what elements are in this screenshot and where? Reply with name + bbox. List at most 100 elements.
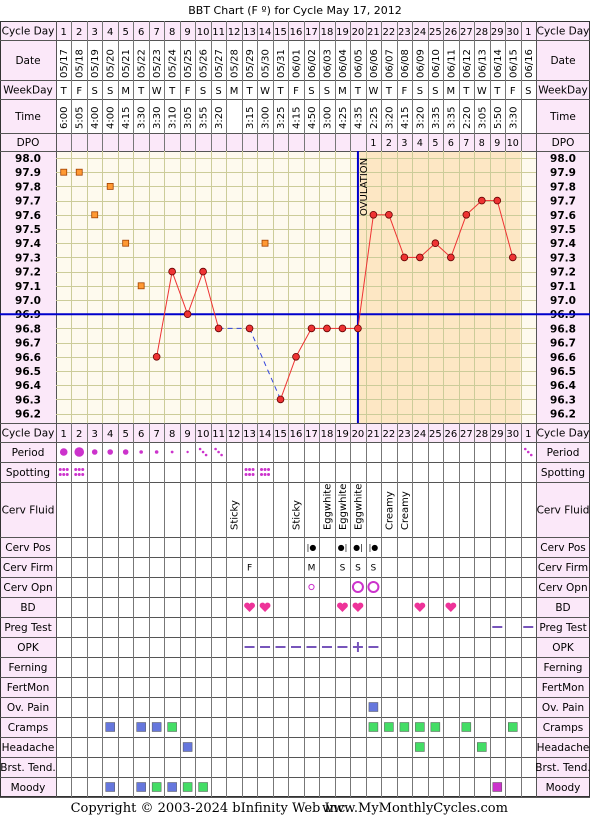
y-tick-left: 97.9: [15, 167, 41, 179]
temp-point: [245, 324, 254, 333]
cycle-day-label: 10: [197, 429, 210, 440]
moody-mark: [136, 782, 146, 792]
weekday-label: S: [432, 86, 438, 97]
moody-mark: [198, 782, 208, 792]
weekday-label: W: [368, 86, 378, 97]
spotting-mark: [74, 468, 78, 471]
time-label: 3:30: [137, 107, 148, 129]
temp-segment: [388, 214, 405, 258]
period-mark: [170, 450, 174, 454]
cerv-fluid-label: Sticky: [230, 500, 241, 530]
shaded-header-row: [56, 423, 536, 442]
y-tick-left: 97.2: [15, 267, 41, 279]
time-label: 4:35: [353, 107, 364, 129]
y-tick-left: 97.1: [15, 281, 41, 293]
background-layer: [0, 21, 590, 797]
spotting-mark: [244, 473, 248, 476]
cerv-pos-mark: |●: [307, 543, 317, 552]
temp-segment: [187, 271, 204, 315]
time-label: 4:15: [400, 107, 411, 129]
cerv-fluid-label: Eggwhite: [322, 484, 333, 530]
cycle-day-label: 11: [212, 429, 225, 440]
weekday-label: S: [215, 86, 221, 97]
row-label-cerv-opn: Cerv Opn: [538, 582, 587, 594]
cycle-day-label: 8: [169, 429, 175, 440]
weekday-label: W: [152, 86, 162, 97]
row-label-time: Time: [14, 111, 41, 123]
time-label: 2:25: [369, 107, 380, 129]
row-label-fertmon: FertMon: [542, 682, 585, 694]
row-label-date: Date: [550, 55, 575, 67]
y-tick-left: 98.0: [15, 153, 41, 165]
dpo-label: 10: [507, 138, 519, 149]
y-tick-left: 97.4: [15, 238, 41, 250]
y-tick-right: 97.9: [550, 167, 576, 179]
date-label: 05/19: [90, 49, 101, 78]
chart-title: BBT Chart (F º) for Cycle May 17, 2012: [188, 4, 402, 17]
period-spotting-dots: [198, 447, 202, 451]
row-label-cycle-day: Cycle Day: [537, 26, 590, 38]
cycle-day-label: 5: [122, 27, 128, 38]
row-label-bd: BD: [20, 602, 35, 614]
temp-point: [447, 253, 455, 262]
spotting-mark: [263, 473, 267, 476]
cycle-day-label: 1: [61, 429, 67, 440]
weekday-label: T: [168, 86, 176, 97]
temp-point: [369, 211, 378, 219]
cycle-day-label: 22: [383, 27, 396, 38]
cycle-day-label: 6: [138, 27, 144, 38]
temperature-series: OVULATION: [0, 151, 590, 423]
temp-segment: [156, 271, 173, 357]
period-mark: [154, 450, 159, 454]
cycle-day-label: 21: [367, 27, 380, 38]
temp-point: [508, 253, 517, 262]
cycle-day-label: 3: [92, 429, 98, 440]
y-tick-left: 97.6: [15, 210, 41, 222]
date-label: 06/01: [292, 49, 303, 78]
spotting-mark: [248, 468, 252, 471]
period-spotting-dots: [214, 447, 217, 451]
time-label: 3:20: [384, 107, 395, 129]
spotting-mark: [251, 468, 255, 471]
weekday-label: F: [185, 86, 191, 97]
temp-point: [493, 196, 502, 205]
date-label: 05/29: [245, 49, 256, 78]
spotting-mark: [58, 468, 62, 471]
time-label: 3:00: [261, 107, 272, 129]
row-label-weekday: WeekDay: [538, 85, 588, 97]
period-mark: [74, 447, 85, 457]
weekday-label: S: [525, 86, 531, 97]
cycle-day-label: 3: [92, 27, 98, 38]
weekday-label: W: [260, 86, 270, 97]
row-label-period: Period: [12, 447, 45, 459]
cycle-day-label: 28: [475, 429, 488, 440]
weekday-label: T: [276, 86, 284, 97]
cycle-day-label: 14: [259, 429, 272, 440]
spotting-mark: [77, 468, 81, 471]
temp-point: [152, 352, 161, 361]
row-label-ov-pain: Ov. Pain: [7, 702, 49, 714]
time-label: 3:20: [415, 107, 426, 129]
cycle-day-label: 4: [107, 27, 113, 38]
row-label-cerv-fluid: Cerv Fluid: [537, 505, 590, 517]
temp-segment: [280, 356, 297, 400]
date-label: 06/16: [524, 49, 535, 78]
dpo-label: 5: [432, 138, 438, 149]
spotting-mark: [263, 468, 267, 471]
dpo-label: 1: [370, 138, 376, 149]
temp-point-discarded: [122, 239, 130, 247]
cycle-day-label: 27: [460, 27, 473, 38]
y-tick-left: 96.5: [15, 366, 41, 378]
site-link[interactable]: www.MyMonthlyCycles.com: [322, 801, 508, 816]
temp-segment: [357, 214, 374, 329]
time-label: 4:25: [338, 107, 349, 129]
y-tick-left: 97.5: [15, 224, 41, 236]
header-rows: 1105/17T6:002205/18F5:053305/19S4:004405…: [59, 27, 535, 440]
cycle-day-label: 13: [243, 27, 256, 38]
row-label-dpo: DPO: [552, 137, 575, 149]
cerv-opn-mark: [351, 581, 364, 593]
temp-point-discarded: [91, 211, 99, 219]
period-mark: [139, 450, 143, 454]
weekday-label: S: [324, 86, 330, 97]
time-label: 3:05: [477, 107, 488, 129]
